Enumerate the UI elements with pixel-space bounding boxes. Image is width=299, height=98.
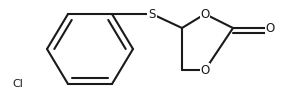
- Text: O: O: [200, 8, 210, 20]
- Text: O: O: [200, 64, 210, 77]
- Text: Cl: Cl: [13, 79, 23, 89]
- Text: O: O: [266, 21, 274, 34]
- Text: S: S: [148, 8, 156, 20]
